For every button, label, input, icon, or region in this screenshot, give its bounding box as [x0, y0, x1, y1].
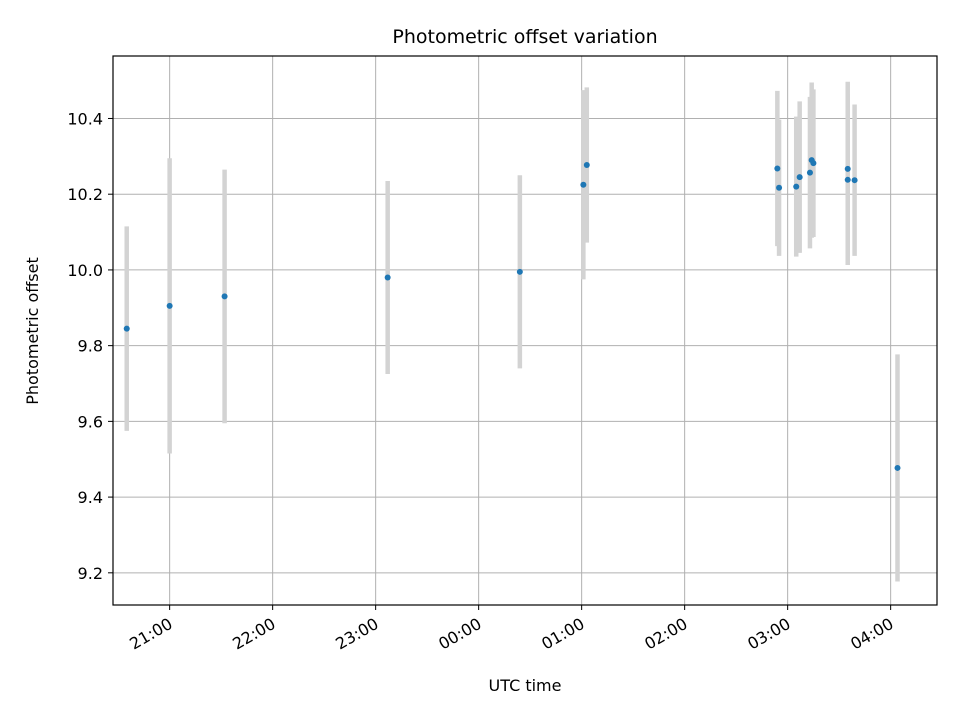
data-point [796, 174, 803, 181]
data-point [776, 184, 783, 191]
data-points [123, 157, 901, 471]
y-tick-label: 9.4 [78, 488, 103, 507]
y-tick-label: 10.2 [67, 185, 103, 204]
data-point [894, 464, 901, 471]
data-point [384, 274, 391, 281]
data-point [774, 165, 781, 172]
plot-frame [112, 55, 938, 606]
y-tick-label: 9.6 [78, 412, 103, 431]
y-tick-label: 9.2 [78, 564, 103, 583]
y-tick-label: 10.4 [67, 109, 103, 128]
data-point [580, 181, 587, 188]
data-point [844, 176, 851, 183]
data-point [810, 160, 817, 167]
data-point [844, 165, 851, 172]
data-point [221, 293, 228, 300]
y-axis-title: Photometric offset [23, 257, 42, 405]
chart-title: Photometric offset variation [392, 26, 657, 48]
data-point [793, 183, 800, 190]
data-point [851, 177, 858, 184]
data-point [166, 302, 173, 309]
data-point [806, 169, 813, 176]
data-point [123, 325, 130, 332]
y-tick-label: 9.8 [78, 337, 103, 356]
x-axis-title: UTC time [489, 676, 562, 695]
y-tick-label: 10.0 [67, 261, 103, 280]
data-point [516, 268, 523, 275]
data-point [583, 162, 590, 169]
